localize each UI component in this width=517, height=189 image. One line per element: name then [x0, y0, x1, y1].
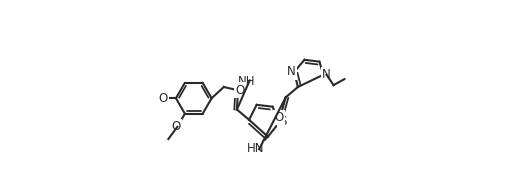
Text: O: O: [274, 111, 283, 124]
Text: S: S: [279, 115, 286, 128]
Text: N: N: [286, 65, 295, 78]
Text: O: O: [159, 92, 168, 105]
Text: O: O: [171, 120, 180, 133]
Text: NH: NH: [237, 75, 255, 88]
Text: HN: HN: [247, 142, 264, 155]
Text: N: N: [322, 68, 331, 81]
Text: O: O: [236, 84, 245, 97]
